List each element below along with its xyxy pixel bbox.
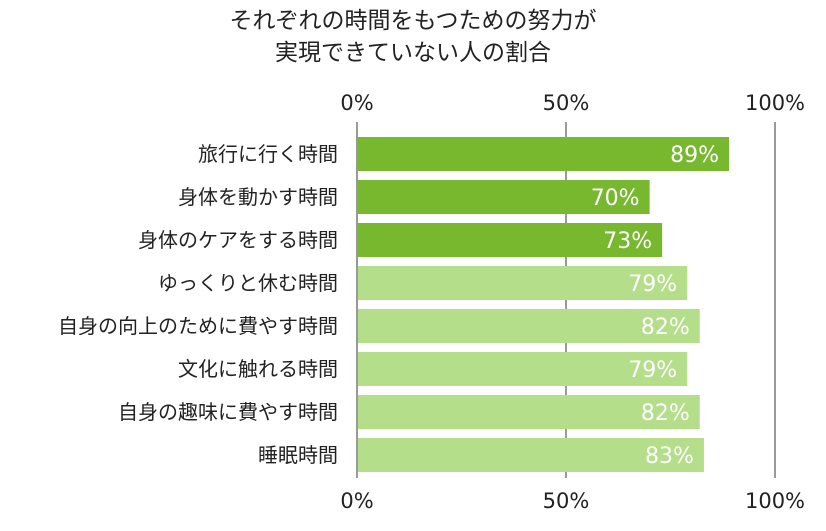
value-label: 79% xyxy=(628,358,677,383)
category-label: 睡眠時間 xyxy=(258,443,338,467)
plot-area: 0% 0% 50% 50% 100% 100% 旅行に行く時間 89% 身体を動かす時間 70% 身… xyxy=(58,91,805,513)
x-tick-label-bottom: 50% xyxy=(543,489,590,513)
bar xyxy=(358,352,688,386)
chart-title-line-2: 実現できていない人の割合 xyxy=(275,40,551,66)
category-label: ゆっくりと休む時間 xyxy=(158,271,338,295)
category-label: 旅行に行く時間 xyxy=(198,142,338,166)
x-tick-label-top: 0% xyxy=(340,91,373,115)
value-label: 82% xyxy=(641,315,690,340)
bar xyxy=(358,438,704,472)
category-label: 身体を動かす時間 xyxy=(178,185,338,209)
value-label: 83% xyxy=(645,444,694,469)
value-label: 89% xyxy=(670,143,719,168)
bar xyxy=(358,223,663,257)
x-tick-label-bottom: 100% xyxy=(745,489,805,513)
value-label: 79% xyxy=(628,272,677,297)
category-label: 自身の趣味に費やす時間 xyxy=(118,400,338,424)
value-label: 70% xyxy=(591,186,640,211)
bar xyxy=(358,309,700,343)
value-label: 82% xyxy=(641,401,690,426)
bar xyxy=(358,395,700,429)
x-tick-label-top: 50% xyxy=(543,91,590,115)
bar xyxy=(358,180,650,214)
category-label: 身体のケアをする時間 xyxy=(138,228,338,252)
x-tick-label-bottom: 0% xyxy=(340,489,373,513)
bar xyxy=(358,266,688,300)
chart-title-line-1: それぞれの時間をもつための努力が xyxy=(229,8,596,34)
bar xyxy=(358,137,730,171)
x-tick-label-top: 100% xyxy=(745,91,805,115)
category-label: 自身の向上のために費やす時間 xyxy=(58,314,338,338)
value-label: 73% xyxy=(603,229,652,254)
category-label: 文化に触れる時間 xyxy=(178,357,338,381)
